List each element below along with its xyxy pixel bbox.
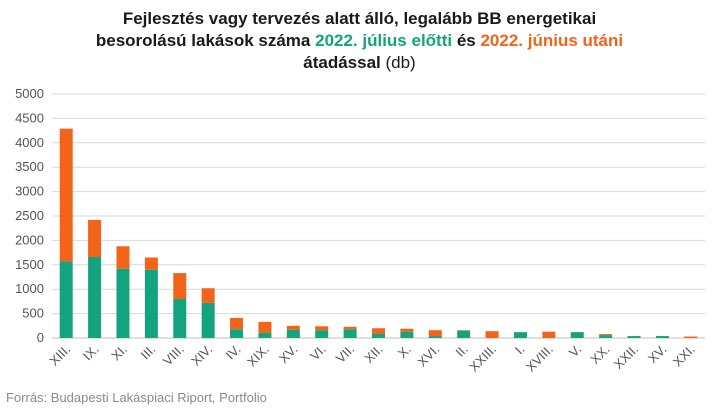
bar-after-13: [400, 328, 414, 332]
y-tick-label-4500: 4500: [15, 110, 44, 125]
bar-before-8: [258, 332, 272, 338]
title-line-2-mid: és: [452, 31, 481, 50]
x-tick-label-17: I.: [512, 342, 528, 358]
bar-before-19: [570, 332, 584, 338]
bar-before-7: [230, 329, 244, 338]
bar-after-18: [542, 331, 556, 338]
title-line-3: átadással (db): [0, 52, 719, 74]
y-tick-label-5000: 5000: [15, 86, 44, 101]
bar-after-10: [315, 326, 329, 331]
title-line-2: besorolású lakások száma 2022. július el…: [0, 30, 719, 52]
title-line-2-start: besorolású lakások száma: [95, 31, 316, 50]
x-tick-label-2: IX.: [80, 342, 102, 364]
chart-title: Fejlesztés vagy tervezés alatt álló, leg…: [0, 8, 719, 74]
bar-before-10: [315, 330, 329, 338]
x-tick-label-8: XIX.: [244, 342, 272, 370]
stacked-bar-chart: 0 500 1000 1500 2000 2500 3000 3500 4000 4500 5000…: [15, 86, 705, 375]
bar-after-14: [428, 330, 442, 337]
x-tick-label-12: XII.: [361, 342, 385, 366]
title-line-1: Fejlesztés vagy tervezés alatt álló, leg…: [122, 9, 597, 28]
bar-after-20: [599, 334, 613, 336]
x-tick-label-7: IV.: [223, 342, 244, 363]
y-tick-label-1500: 1500: [15, 257, 44, 272]
x-tick-label-13: X.: [395, 342, 414, 361]
x-tick-label-19: V.: [566, 342, 584, 360]
x-tick-label-16: XXIII.: [466, 342, 499, 375]
x-tick-label-11: VII.: [333, 342, 357, 366]
title-line-3-bold: átadással: [303, 53, 381, 72]
x-tick-label-3: XI.: [108, 342, 130, 364]
bar-after-5: [173, 273, 187, 299]
x-tick-label-18: XVIII.: [523, 342, 556, 375]
y-tick-label-1000: 1000: [15, 281, 44, 296]
y-tick-label-3500: 3500: [15, 159, 44, 174]
x-tick-label-23: XXI.: [670, 342, 698, 370]
bar-before-1: [59, 261, 73, 338]
bar-before-2: [88, 256, 102, 338]
bar-after-9: [286, 325, 300, 330]
x-tick-label-5: VIII.: [160, 342, 187, 369]
x-tick-label-14: XVI.: [414, 342, 442, 370]
y-tick-label-3000: 3000: [15, 184, 44, 199]
y-tick-label-2000: 2000: [15, 232, 44, 247]
bar-before-13: [400, 331, 414, 338]
title-before-label: 2022. július előtti: [315, 31, 453, 50]
y-tick-label-4000: 4000: [15, 135, 44, 150]
x-tick-label-15: II.: [453, 342, 471, 360]
bar-before-21: [627, 336, 641, 338]
bar-before-15: [457, 330, 471, 338]
bar-after-16: [485, 331, 499, 338]
source-note: Forrás: Budapesti Lakáspiaci Riport, Por…: [6, 390, 267, 405]
bar-after-4: [144, 257, 158, 270]
x-tick-label-1: XIII.: [46, 342, 73, 369]
title-after-label: 2022. június utáni: [480, 31, 624, 50]
bar-before-9: [286, 329, 300, 338]
bar-before-22: [655, 336, 669, 338]
bar-after-8: [258, 321, 272, 333]
bar-after-7: [230, 317, 244, 330]
bar-after-6: [201, 288, 215, 303]
bar-before-6: [201, 302, 215, 338]
bar-after-12: [372, 328, 385, 334]
x-tick-label-20: XX.: [587, 342, 612, 367]
bar-after-1: [59, 128, 73, 262]
bar-after-3: [116, 246, 130, 269]
x-tick-label-4: III.: [138, 342, 159, 363]
x-tick-label-22: XV.: [645, 342, 670, 367]
bar-before-12: [372, 333, 385, 338]
bar-after-2: [88, 219, 102, 257]
bar-before-11: [343, 329, 357, 338]
y-tick-label-0: 0: [37, 330, 44, 345]
bar-before-3: [116, 268, 130, 338]
bar-after-11: [343, 326, 357, 330]
bar-before-20: [599, 335, 613, 338]
y-tick-label-500: 500: [22, 306, 44, 321]
x-tick-label-21: XXII.: [611, 342, 642, 373]
bar-before-4: [144, 269, 158, 338]
bar-before-17: [513, 332, 527, 338]
y-tick-label-2500: 2500: [15, 208, 44, 223]
bar-after-23: [684, 336, 698, 338]
title-unit: (db): [380, 53, 416, 72]
x-tick-label-9: XV.: [276, 342, 301, 367]
x-tick-label-10: VI.: [307, 342, 329, 364]
bar-before-5: [173, 298, 187, 338]
x-tick-label-6: XIV.: [188, 342, 215, 369]
bar-before-14: [428, 336, 442, 338]
